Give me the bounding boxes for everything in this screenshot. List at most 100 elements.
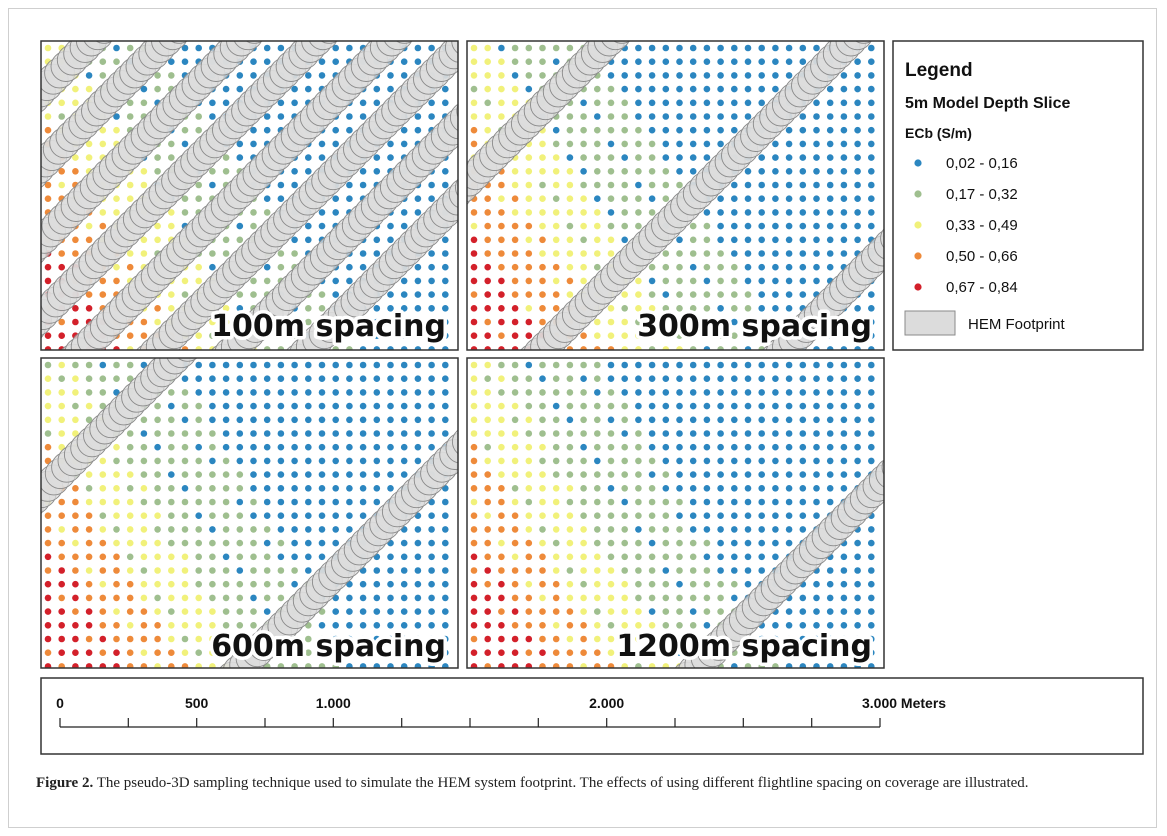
ecb-sample-dot (525, 471, 533, 478)
ecb-sample-dot (442, 416, 449, 424)
ecb-sample-dot (772, 236, 779, 244)
ecb-sample-dot (539, 608, 546, 615)
ecb-sample-dot (580, 430, 587, 437)
ecb-sample-dot (854, 389, 861, 396)
ecb-sample-dot (511, 485, 519, 492)
ecb-sample-dot (195, 375, 202, 383)
ecb-sample-dot (277, 346, 285, 350)
ecb-sample-dot (676, 622, 683, 629)
ecb-sample-dot (428, 375, 435, 383)
ecb-sample-dot (635, 580, 642, 588)
ecb-sample-dot (799, 263, 807, 271)
ecb-sample-dot (539, 263, 546, 271)
ecb-sample-dot (703, 346, 711, 350)
ecb-sample-dot (332, 209, 340, 216)
ecb-sample-dot (442, 181, 449, 189)
ecb-sample-dot (263, 608, 271, 615)
ecb-sample-dot (868, 663, 875, 668)
ecb-sample-dot (58, 567, 65, 574)
ecb-sample-dot (840, 663, 848, 668)
ecb-sample-dot (181, 209, 189, 216)
ecb-sample-dot (113, 389, 120, 396)
ecb-sample-dot (291, 389, 298, 396)
ecb-sample-dot (498, 85, 505, 93)
ecb-sample-dot (484, 209, 492, 216)
ecb-sample-dot (373, 361, 381, 369)
ecb-sample-dot (85, 140, 93, 148)
ecb-sample-dot (731, 375, 738, 383)
ecb-sample-dot (525, 72, 533, 79)
ecb-sample-dot (140, 594, 148, 602)
ecb-sample-dot (635, 332, 642, 340)
ecb-sample-dot (758, 402, 765, 410)
scale-bar: 0 500 1.000 2.000 3.000 Meters (40, 677, 1144, 755)
ecb-sample-dot (470, 580, 478, 588)
ecb-sample-dot (689, 113, 697, 120)
ecb-sample-dot (442, 608, 449, 615)
ecb-sample-dot (662, 277, 670, 285)
ecb-sample-dot (305, 512, 312, 519)
ecb-sample-dot (318, 635, 326, 643)
hem-footprint-circle (854, 41, 873, 44)
ecb-sample-dot (731, 209, 738, 216)
ecb-sample-dot (785, 222, 793, 230)
ecb-sample-dot (44, 346, 52, 350)
ecb-sample-dot (635, 594, 642, 602)
ecb-sample-dot (387, 622, 394, 629)
ecb-sample-dot (813, 471, 820, 478)
ecb-sample-dot (648, 263, 656, 271)
ecb-sample-dot (72, 85, 79, 93)
ecb-sample-dot (731, 72, 738, 79)
ecb-sample-dot (511, 168, 519, 175)
ecb-sample-dot (359, 99, 367, 107)
ecb-sample-dot (826, 567, 834, 574)
ecb-sample-dot (209, 485, 216, 492)
ecb-sample-dot (758, 168, 765, 175)
hem-footprint-circle (245, 41, 264, 44)
ecb-sample-dot (484, 443, 492, 451)
ecb-sample-dot (332, 526, 340, 533)
ecb-sample-dot (539, 485, 546, 492)
panel-label-100m: 100m spacing (211, 309, 446, 344)
ecb-sample-dot (140, 168, 148, 175)
ecb-sample-dot (662, 181, 670, 189)
ecb-sample-dot (594, 622, 601, 629)
ecb-sample-dot (387, 649, 394, 656)
ecb-sample-dot (525, 361, 533, 369)
ecb-sample-dot (580, 250, 587, 257)
ecb-sample-dot (222, 580, 230, 588)
ecb-sample-dot (58, 663, 65, 668)
ecb-sample-dot (799, 649, 807, 656)
ecb-sample-dot (580, 567, 587, 574)
ecb-sample-dot (525, 236, 533, 244)
ecb-sample-dot (428, 580, 435, 588)
ecb-sample-dot (291, 181, 298, 189)
ecb-sample-dot (263, 346, 271, 350)
ecb-sample-dot (72, 361, 79, 369)
ecb-sample-dot (799, 457, 807, 465)
ecb-sample-dot (484, 430, 492, 437)
hem-footprint-circle (880, 228, 884, 249)
ecb-sample-dot (676, 181, 683, 189)
ecb-sample-dot (498, 99, 505, 107)
ecb-sample-dot (359, 580, 367, 588)
ecb-sample-dot (566, 361, 574, 369)
ecb-sample-dot (332, 277, 340, 285)
ecb-sample-dot (580, 553, 587, 561)
ecb-sample-dot (498, 567, 505, 574)
ecb-sample-dot (594, 99, 601, 107)
ecb-sample-dot (58, 622, 65, 629)
ecb-sample-dot (428, 553, 435, 561)
ecb-sample-dot (44, 580, 52, 588)
ecb-sample-dot (511, 209, 519, 216)
ecb-sample-dot (154, 485, 161, 492)
ecb-sample-dot (662, 154, 670, 161)
ecb-sample-dot (168, 291, 175, 298)
ecb-sample-dot (539, 553, 546, 561)
ecb-sample-dot (635, 222, 642, 230)
ecb-sample-dot (703, 553, 711, 561)
ecb-sample-dot (717, 58, 724, 65)
ecb-sample-dot (676, 236, 683, 244)
ecb-sample-dot (484, 195, 492, 202)
ecb-sample-dot (594, 389, 601, 396)
